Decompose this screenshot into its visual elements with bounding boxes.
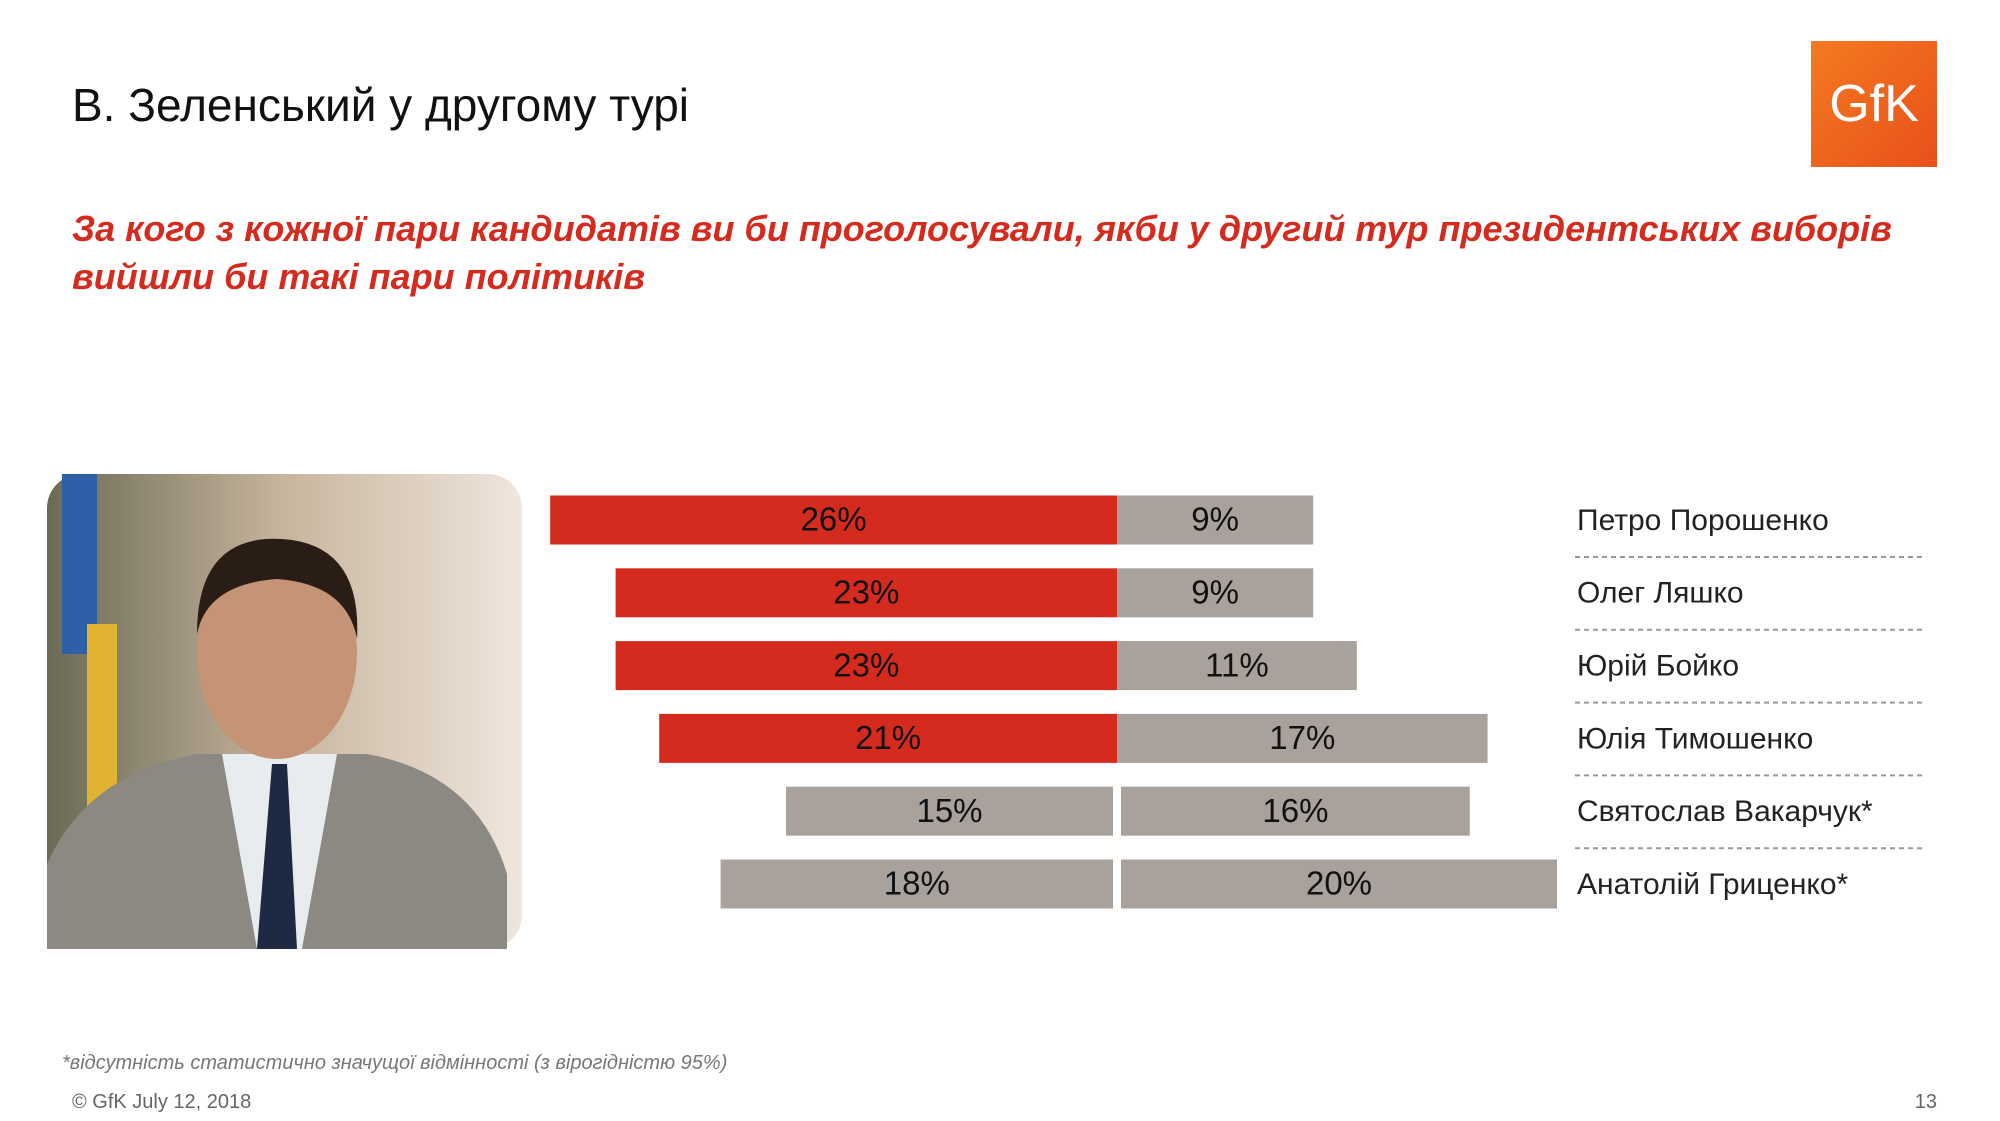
value-label: 16% (1262, 792, 1328, 829)
value-label: 18% (884, 865, 950, 902)
bar (615, 568, 1117, 618)
page-number: 13 (1914, 1091, 1937, 1113)
value-label: 21% (855, 719, 921, 756)
value-label: 26% (801, 501, 867, 538)
category-label: Юлія Тимошенко (1577, 722, 1813, 755)
logo-text: GfK (1829, 75, 1919, 133)
bar (1121, 786, 1470, 836)
bar (659, 713, 1117, 763)
value-label: 23% (833, 646, 899, 683)
bar (1121, 859, 1557, 909)
value-label: 11% (1205, 646, 1269, 683)
photo (47, 474, 522, 949)
title: В. Зеленський у другому турі (72, 79, 690, 131)
bar (1117, 713, 1488, 763)
bar (1117, 495, 1314, 545)
value-label: 9% (1191, 501, 1239, 538)
bar (1117, 641, 1357, 691)
bar (720, 859, 1113, 909)
category-label: Олег Ляшко (1577, 577, 1744, 610)
value-label: 23% (833, 574, 899, 611)
category-label: Анатолій Гриценко* (1577, 868, 1849, 901)
copyright: © GfK July 12, 2018 (72, 1091, 252, 1113)
subtitle: За кого з кожної пари кандидатів ви би п… (72, 208, 1892, 297)
category-label: Юрій Бойко (1577, 650, 1739, 683)
bar (615, 641, 1117, 691)
bar (550, 495, 1117, 545)
logo: GfK (1811, 41, 1937, 167)
value-label: 20% (1306, 865, 1372, 902)
bar (1117, 568, 1314, 618)
value-label: 15% (916, 792, 982, 829)
category-label: Святослав Вакарчук* (1577, 795, 1873, 828)
value-label: 17% (1269, 719, 1335, 756)
bar (786, 786, 1113, 836)
footnote: *відсутність статистично значущої відмін… (62, 1052, 728, 1074)
category-label: Петро Порошенко (1577, 504, 1829, 537)
value-label: 9% (1191, 574, 1239, 611)
